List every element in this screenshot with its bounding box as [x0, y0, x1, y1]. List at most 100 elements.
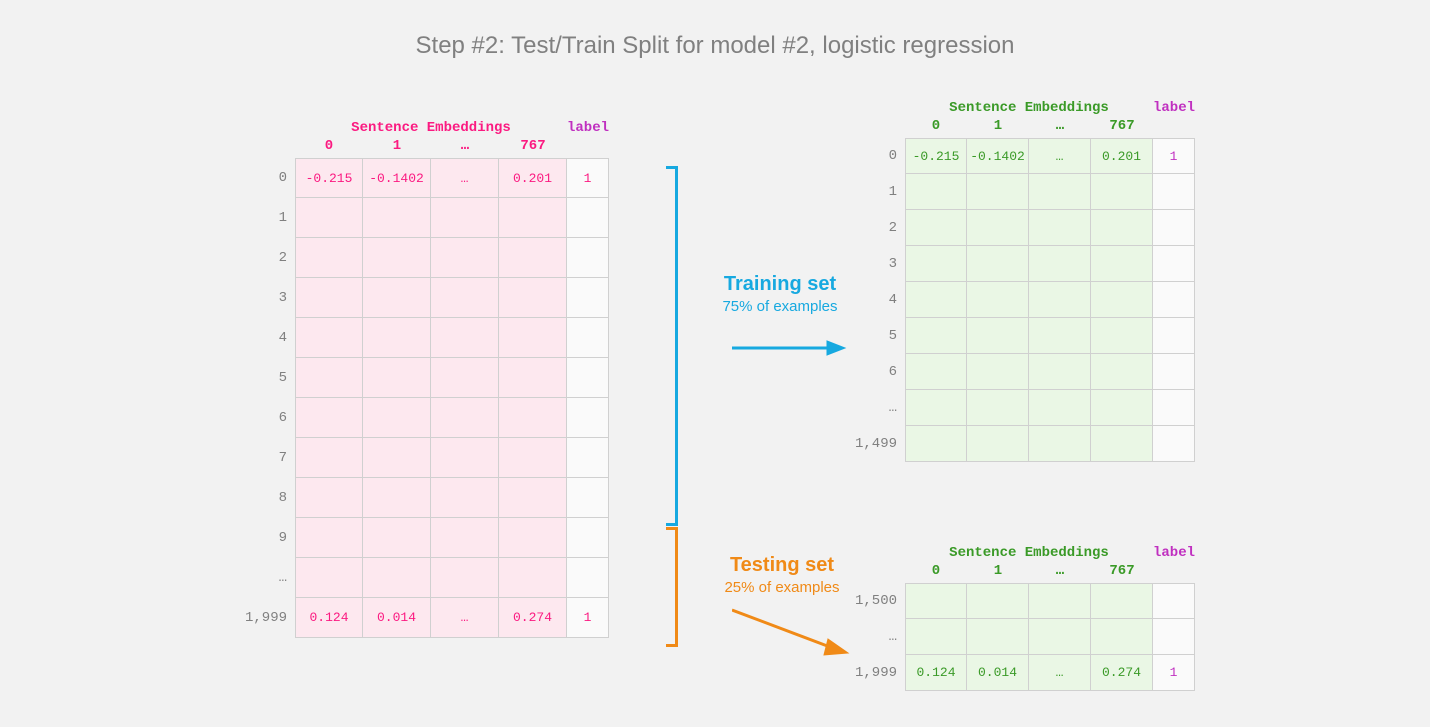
train-row-idx: 0: [855, 148, 905, 164]
src-row: 4: [245, 318, 609, 358]
train-empty: [1091, 174, 1153, 210]
src-row-idx: …: [245, 570, 295, 586]
train-row-0: 0 -0.215 -0.1402 … 0.201 1: [855, 138, 1195, 174]
src-row-idx: 2: [245, 250, 295, 266]
src-empty: [295, 358, 363, 398]
train-empty: [1029, 210, 1091, 246]
train-row: 5: [855, 318, 1195, 354]
src-val: -0.215: [295, 158, 363, 198]
src-val: -0.1402: [363, 158, 431, 198]
train-empty: [1153, 318, 1195, 354]
src-empty: [567, 558, 609, 598]
test-empty: [905, 583, 967, 619]
train-label: 1: [1153, 138, 1195, 174]
train-empty: [1153, 246, 1195, 282]
train-empty: [1091, 282, 1153, 318]
src-empty: [363, 238, 431, 278]
src-label: 1: [567, 598, 609, 638]
src-empty: [295, 558, 363, 598]
src-empty: [431, 558, 499, 598]
train-header-label: label: [1153, 100, 1195, 116]
src-empty: [431, 398, 499, 438]
arrow-test-icon: [732, 605, 852, 660]
src-empty: [499, 518, 567, 558]
src-empty: [431, 438, 499, 478]
train-empty: [967, 354, 1029, 390]
test-val: 0.124: [905, 655, 967, 691]
src-empty: [363, 198, 431, 238]
training-set-sub: 75% of examples: [700, 298, 860, 315]
src-label: 1: [567, 158, 609, 198]
src-row: 7: [245, 438, 609, 478]
src-empty: [363, 278, 431, 318]
test-empty: [967, 619, 1029, 655]
test-val: 0.274: [1091, 655, 1153, 691]
src-row: 9: [245, 518, 609, 558]
src-row: 2: [245, 238, 609, 278]
test-row-idx: 1,500: [855, 593, 905, 609]
train-empty: [1091, 210, 1153, 246]
src-empty: [295, 278, 363, 318]
test-empty: [1091, 583, 1153, 619]
src-row-idx: 4: [245, 330, 295, 346]
train-row-idx: …: [855, 400, 905, 416]
train-empty: [1091, 354, 1153, 390]
train-row: 1,499: [855, 426, 1195, 462]
source-table: Sentence Embeddings label 0 1 … 767 0 -0…: [245, 120, 609, 638]
train-empty: [967, 390, 1029, 426]
src-col-ell: …: [431, 138, 499, 154]
src-row-idx: 1: [245, 210, 295, 226]
test-row: 1,500: [855, 583, 1195, 619]
train-empty: [905, 426, 967, 462]
src-empty: [295, 238, 363, 278]
src-row-idx: 6: [245, 410, 295, 426]
src-empty: [363, 358, 431, 398]
src-empty: [499, 198, 567, 238]
train-row: 6: [855, 354, 1195, 390]
src-row-idx: 7: [245, 450, 295, 466]
train-row: …: [855, 390, 1195, 426]
page-title: Step #2: Test/Train Split for model #2, …: [0, 32, 1430, 60]
train-col: 767: [1091, 118, 1153, 134]
train-row-idx: 5: [855, 328, 905, 344]
train-col: 1: [967, 118, 1029, 134]
train-empty: [967, 282, 1029, 318]
src-empty: [295, 518, 363, 558]
src-empty: [431, 478, 499, 518]
train-row: 3: [855, 246, 1195, 282]
test-header-label: label: [1153, 545, 1195, 561]
train-col: …: [1029, 118, 1091, 134]
src-val: 0.124: [295, 598, 363, 638]
train-row: 1: [855, 174, 1195, 210]
src-header-embeddings: Sentence Embeddings: [295, 120, 567, 136]
src-row: 8: [245, 478, 609, 518]
train-row-idx: 3: [855, 256, 905, 272]
test-label: 1: [1153, 655, 1195, 691]
src-empty: [295, 438, 363, 478]
src-row-idx: 1,999: [245, 610, 295, 626]
src-empty: [431, 518, 499, 558]
train-col: 0: [905, 118, 967, 134]
src-row-idx: 8: [245, 490, 295, 506]
bracket-train: [666, 166, 678, 526]
src-empty: [499, 478, 567, 518]
src-empty: [295, 198, 363, 238]
test-row-idx: 1,999: [855, 665, 905, 681]
src-row-idx: 9: [245, 530, 295, 546]
train-header-embeddings: Sentence Embeddings: [905, 100, 1153, 116]
train-empty: [967, 318, 1029, 354]
train-empty: [905, 318, 967, 354]
test-empty: [905, 619, 967, 655]
train-empty: [1091, 246, 1153, 282]
src-val: …: [431, 598, 499, 638]
train-empty: [1091, 318, 1153, 354]
src-empty: [295, 398, 363, 438]
src-row: 6: [245, 398, 609, 438]
src-empty: [499, 558, 567, 598]
train-empty: [1153, 282, 1195, 318]
src-row-0: 0 -0.215 -0.1402 … 0.201 1: [245, 158, 609, 198]
train-empty: [967, 246, 1029, 282]
src-empty: [499, 398, 567, 438]
testing-set-title: Testing set: [730, 554, 834, 576]
arrow-train-icon: [732, 338, 847, 358]
